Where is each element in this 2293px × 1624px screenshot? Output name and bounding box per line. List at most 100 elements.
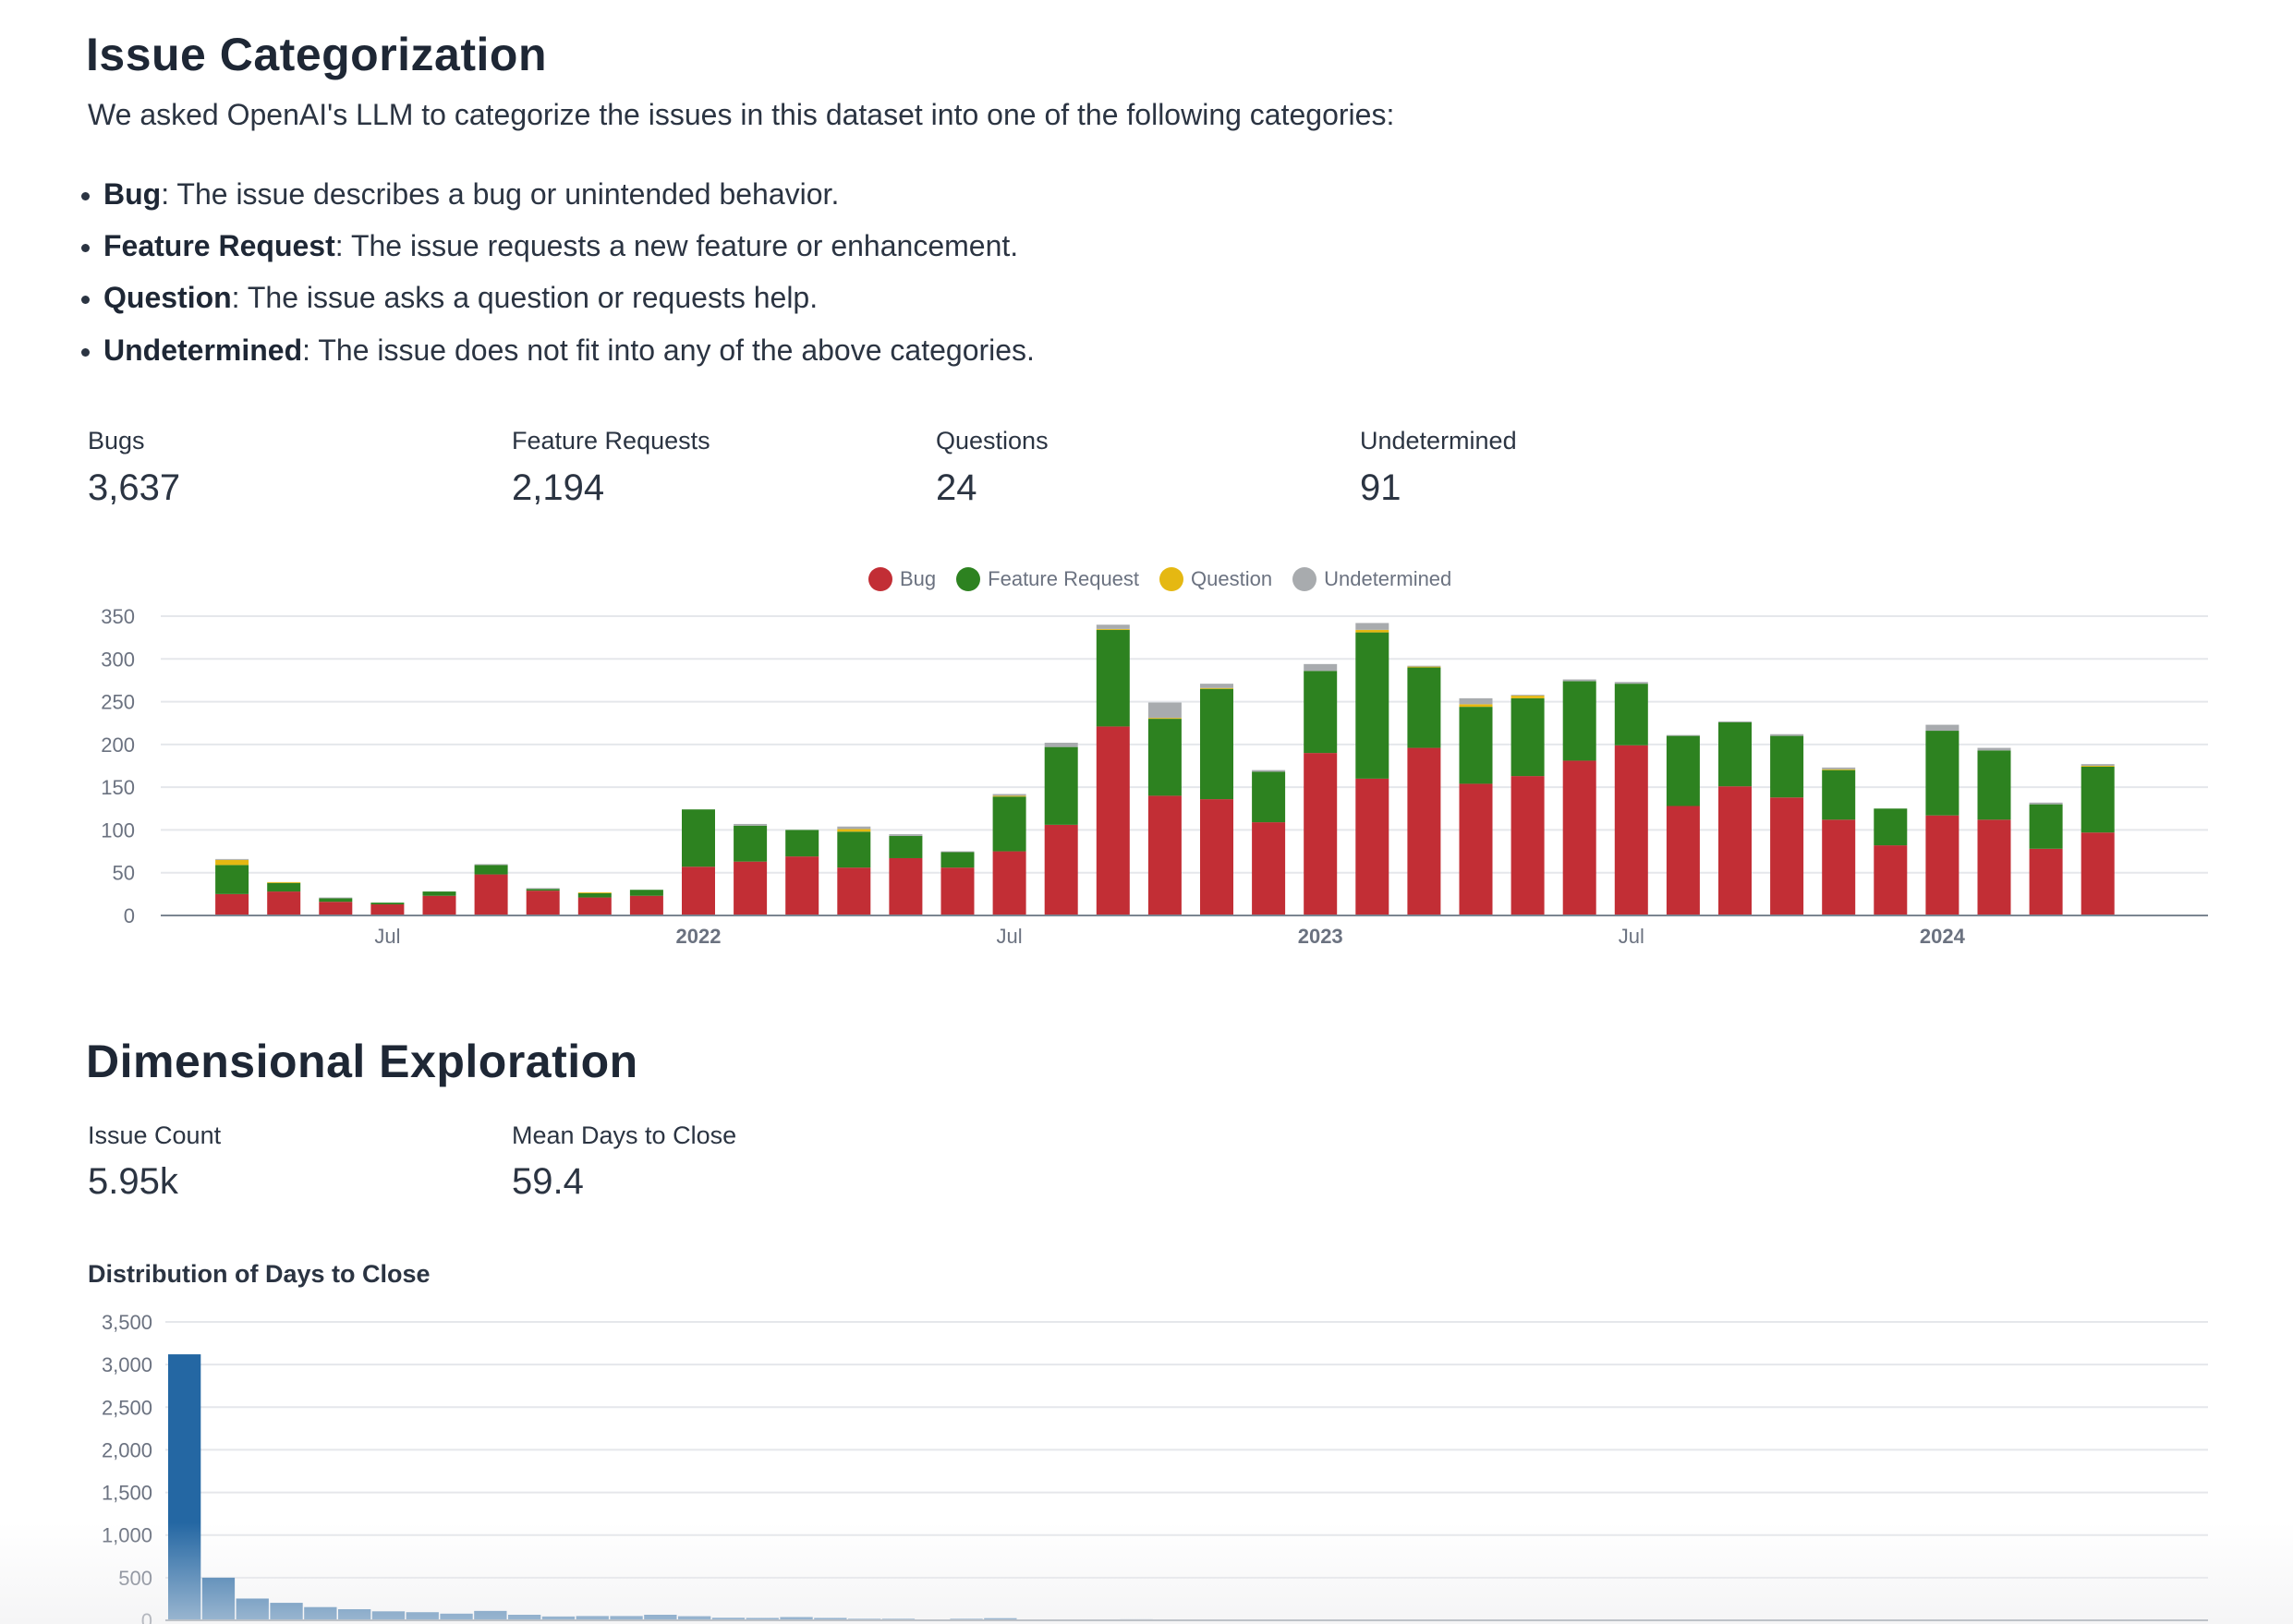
- undetermined-dot-icon: [1292, 567, 1317, 591]
- term: Bug: [103, 177, 162, 211]
- section-title-issue-categorization: Issue Categorization: [86, 29, 547, 80]
- feature-request-segment: [629, 890, 663, 896]
- legend-item-feature-request[interactable]: Feature Request: [956, 567, 1139, 591]
- feature-request-segment: [1459, 707, 1493, 784]
- legend-label: Question: [1191, 567, 1273, 590]
- bug-segment: [1822, 819, 1856, 915]
- histogram-bar: [338, 1609, 371, 1620]
- undetermined-segment: [215, 858, 249, 860]
- bug-segment: [1718, 786, 1752, 915]
- feature-request-segment: [526, 889, 560, 891]
- undetermined-segment: [1510, 695, 1545, 697]
- metric-label-bugs: Bugs: [88, 427, 145, 454]
- metric-value-bugs: 3,637: [88, 467, 181, 508]
- x-tick-label: 2022: [676, 925, 722, 948]
- feature-request-segment: [1562, 681, 1596, 761]
- intro-text: We asked OpenAI's LLM to categorize the …: [88, 98, 1395, 131]
- metric-label-issue-count: Issue Count: [88, 1121, 222, 1149]
- y-tick-label: 2,500: [102, 1396, 152, 1419]
- feature-request-segment: [1304, 671, 1338, 754]
- legend-label: Bug: [900, 567, 937, 590]
- y-tick-label: 3,500: [102, 1311, 152, 1334]
- legend-label: Feature Request: [988, 567, 1140, 590]
- metric-label-feature-requests: Feature Requests: [512, 427, 710, 454]
- bug-segment: [1044, 824, 1078, 915]
- bug-segment: [1977, 819, 2011, 915]
- term: Feature Request: [103, 229, 335, 262]
- histogram-bar: [406, 1612, 439, 1620]
- list-item-feature-request: Feature Request: The issue requests a ne…: [80, 229, 1018, 263]
- feature-request-segment: [1252, 771, 1286, 823]
- feature-request-segment: [267, 882, 301, 892]
- feature-request-segment: [1614, 684, 1648, 745]
- feature-request-segment: [577, 892, 612, 898]
- feature-request-segment: [370, 903, 405, 904]
- undetermined-segment: [1770, 733, 1804, 736]
- bug-segment: [215, 893, 249, 915]
- days-to-close-histogram: 0 500 1,000 1,500 2,000 2,500 3,000 3,500: [102, 1311, 2208, 1624]
- bug-segment: [1770, 797, 1804, 915]
- bug-segment: [1666, 806, 1700, 915]
- bug-segment: [992, 851, 1026, 915]
- description: : The issue describes a bug or unintende…: [161, 177, 840, 211]
- question-segment: [2081, 766, 2115, 767]
- undetermined-segment: [1925, 724, 1959, 732]
- list-item-bug: Bug: The issue describes a bug or uninte…: [80, 177, 840, 212]
- feature-request-segment: [319, 898, 353, 903]
- bug-segment: [629, 895, 663, 915]
- question-segment: [267, 881, 301, 883]
- undetermined-segment: [889, 834, 923, 836]
- question-segment: [1355, 629, 1389, 633]
- y-tick-label: 0: [141, 1609, 152, 1624]
- bug-segment: [267, 891, 301, 915]
- question-segment: [1096, 628, 1130, 630]
- question-dot-icon: [1159, 567, 1184, 591]
- bug-segment: [577, 897, 612, 915]
- histogram-bar: [304, 1606, 337, 1620]
- feature-request-segment: [1666, 735, 1700, 806]
- feature-request-segment: [837, 831, 871, 868]
- feature-request-segment: [2029, 804, 2063, 849]
- description: : The issue asks a question or requests …: [231, 281, 819, 314]
- issue-category-stacked-bar-chart: 0 50 100 150 200 250 300 350 Jul 2022 Jul 2023 Jul 20…: [101, 605, 2208, 948]
- undetermined-segment: [1200, 684, 1233, 688]
- legend-item-question[interactable]: Question: [1159, 567, 1272, 591]
- legend-item-bug[interactable]: Bug: [868, 567, 936, 591]
- bug-segment: [1562, 760, 1596, 915]
- metric-value-questions: 24: [936, 467, 977, 508]
- feature-request-segment: [474, 865, 508, 875]
- bug-segment: [889, 857, 923, 915]
- feature-request-segment: [1096, 629, 1130, 727]
- undetermined-segment: [1614, 682, 1648, 685]
- feature-request-segment: [1407, 667, 1441, 748]
- undetermined-segment: [1822, 767, 1856, 770]
- feature-request-segment: [1510, 697, 1545, 777]
- feature-request-segment: [1770, 735, 1804, 798]
- bug-segment: [1096, 726, 1130, 915]
- undetermined-segment: [992, 794, 1026, 796]
- feature-request-segment: [1874, 808, 1908, 846]
- bug-segment: [2081, 832, 2115, 915]
- feature-request-segment: [1925, 731, 1959, 816]
- metric-label-questions: Questions: [936, 427, 1049, 454]
- bug-segment: [1355, 778, 1389, 915]
- bug-segment: [1147, 795, 1182, 915]
- bug-segment: [319, 902, 353, 915]
- bug-segment: [1407, 747, 1441, 915]
- section-title-dimensional-exploration: Dimensional Exploration: [86, 1036, 638, 1087]
- feature-request-segment: [1718, 721, 1752, 787]
- bug-segment: [422, 895, 456, 915]
- chart-legend: Bug Feature Request Question Undetermine…: [868, 567, 1451, 591]
- histogram-bar: [371, 1611, 406, 1620]
- histogram-bar: [236, 1598, 269, 1620]
- histogram-bar: [440, 1613, 473, 1620]
- feature-request-segment: [2081, 766, 2115, 833]
- undetermined-segment: [1147, 702, 1182, 719]
- legend-item-undetermined[interactable]: Undetermined: [1292, 567, 1451, 591]
- y-tick-label: 350: [101, 605, 135, 628]
- histogram-bar: [474, 1610, 507, 1620]
- undetermined-segment: [1252, 770, 1286, 772]
- feature-request-segment: [1147, 719, 1182, 796]
- question-segment: [1147, 718, 1182, 720]
- y-tick-label: 100: [101, 818, 135, 842]
